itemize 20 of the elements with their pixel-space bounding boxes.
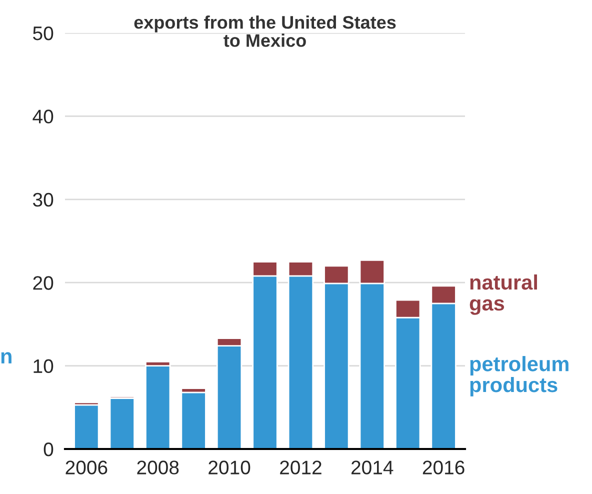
x-tick-label: 2016 (422, 460, 464, 474)
x-tick-label: 2010 (208, 460, 250, 474)
y-tick-label: 10 (34, 359, 54, 374)
x-tick-label: 2008 (137, 460, 179, 474)
bar (109, 398, 135, 449)
y-tick-label: 40 (32, 110, 54, 124)
y-tick-label: 0 (44, 442, 54, 456)
chart-title: exports from the United States to Mexico (134, 16, 396, 47)
x-tick-label: 2006 (66, 460, 108, 474)
y-tick-label: 30 (33, 192, 54, 207)
bar (180, 392, 206, 449)
text: n (1, 352, 12, 364)
bar (145, 365, 171, 449)
x-tick-label: 2012 (280, 460, 322, 474)
x-tick-label: 2014 (351, 460, 394, 474)
bar (74, 404, 100, 449)
y-tick-label: 20 (33, 276, 54, 290)
y-tick-label: 50 (33, 26, 54, 40)
series-label: petroleum products (470, 356, 568, 396)
series-label: natural gas (470, 274, 537, 315)
